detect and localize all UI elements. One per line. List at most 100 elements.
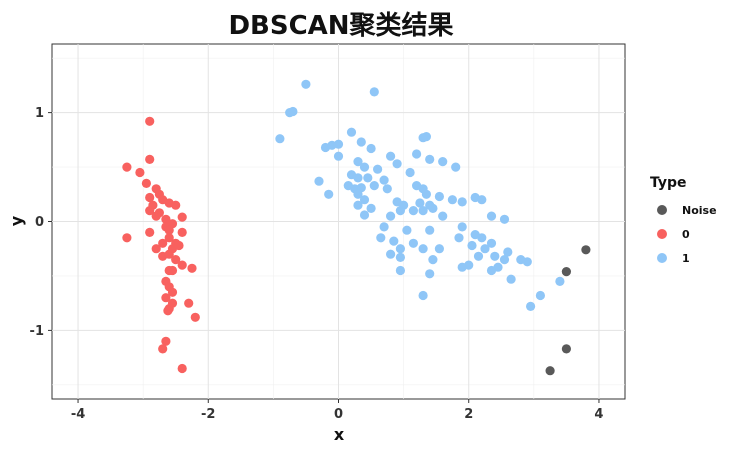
data-point <box>151 244 161 254</box>
data-point <box>486 238 497 248</box>
data-point <box>167 287 178 297</box>
data-point <box>415 198 425 208</box>
data-point <box>434 191 444 202</box>
y-tick-label: -1 <box>30 324 44 339</box>
data-point <box>499 255 510 265</box>
data-point <box>353 173 363 183</box>
y-axis-ticks: -1 0 1 <box>30 106 52 339</box>
x-tick-label: 2 <box>464 407 473 422</box>
legend-key <box>657 253 667 263</box>
data-point <box>177 363 187 374</box>
x-axis-title: x <box>334 425 345 444</box>
data-point <box>526 301 536 311</box>
data-point <box>164 225 174 235</box>
legend-title: Type <box>650 175 687 191</box>
data-point <box>171 255 181 265</box>
data-point <box>190 312 200 322</box>
data-point <box>425 154 435 164</box>
data-point <box>187 263 197 273</box>
data-point <box>177 227 187 237</box>
data-point <box>535 290 546 301</box>
data-point <box>324 189 334 199</box>
data-point <box>158 344 168 354</box>
data-point <box>301 79 311 89</box>
data-point <box>314 176 324 186</box>
data-point <box>555 276 565 286</box>
data-point <box>408 206 418 216</box>
data-point <box>363 173 373 183</box>
data-point <box>434 244 444 254</box>
data-point <box>366 143 376 154</box>
data-point <box>333 151 344 161</box>
data-point <box>386 151 396 161</box>
data-point <box>418 206 428 216</box>
data-point <box>288 106 298 117</box>
data-point <box>376 233 386 243</box>
data-point <box>167 298 178 308</box>
legend-key <box>657 229 667 239</box>
data-point <box>421 189 431 199</box>
y-tick-label: 1 <box>35 106 44 121</box>
legend-items: Noise 0 1 <box>657 204 717 265</box>
data-point <box>389 236 399 246</box>
data-point <box>522 257 532 267</box>
data-point <box>151 211 161 221</box>
data-point <box>177 260 187 270</box>
data-point <box>395 244 405 254</box>
x-axis-ticks: -4 -2 0 2 4 <box>71 399 603 422</box>
y-tick-label: 0 <box>35 215 44 230</box>
data-point <box>486 211 497 221</box>
data-point <box>353 189 363 199</box>
data-point <box>506 274 516 284</box>
data-point <box>457 262 467 272</box>
grid-major <box>52 44 625 399</box>
x-tick-label: -2 <box>201 407 215 422</box>
data-point <box>145 227 155 237</box>
data-point <box>163 306 173 316</box>
chart-title: DBSCAN聚类结果 <box>228 11 453 41</box>
data-point <box>177 212 187 222</box>
data-point <box>346 127 357 137</box>
data-point <box>359 210 370 220</box>
data-point <box>545 366 555 376</box>
data-point <box>499 214 510 224</box>
data-point <box>369 87 379 97</box>
data-point <box>454 233 464 243</box>
data-point <box>438 157 448 167</box>
data-point <box>503 247 513 257</box>
data-point <box>490 251 500 261</box>
legend-label: Noise <box>682 204 717 217</box>
data-point <box>158 238 168 248</box>
data-point <box>418 244 428 254</box>
data-point <box>412 149 422 159</box>
data-point <box>451 162 461 172</box>
data-point <box>161 293 171 303</box>
data-point <box>428 203 438 213</box>
data-point <box>161 214 171 224</box>
data-point <box>425 269 435 279</box>
data-point <box>480 244 490 254</box>
data-point <box>353 157 363 167</box>
data-point <box>421 132 431 142</box>
data-point <box>164 233 174 243</box>
data-point <box>141 178 151 188</box>
data-point <box>359 162 370 172</box>
data-point <box>122 162 132 172</box>
y-axis-title: y <box>7 215 26 226</box>
legend-key <box>657 205 667 215</box>
data-point <box>425 225 435 235</box>
data-point <box>379 222 389 232</box>
data-points <box>122 79 591 376</box>
data-point <box>457 222 467 232</box>
legend-label: 1 <box>682 252 690 265</box>
data-point <box>428 255 438 265</box>
data-point <box>373 164 383 174</box>
data-point <box>395 265 405 276</box>
data-point <box>473 251 484 261</box>
data-point <box>122 233 132 243</box>
data-point <box>386 249 396 259</box>
data-point <box>167 265 178 276</box>
data-point <box>333 139 344 149</box>
data-point <box>359 195 370 205</box>
data-point <box>353 200 363 210</box>
